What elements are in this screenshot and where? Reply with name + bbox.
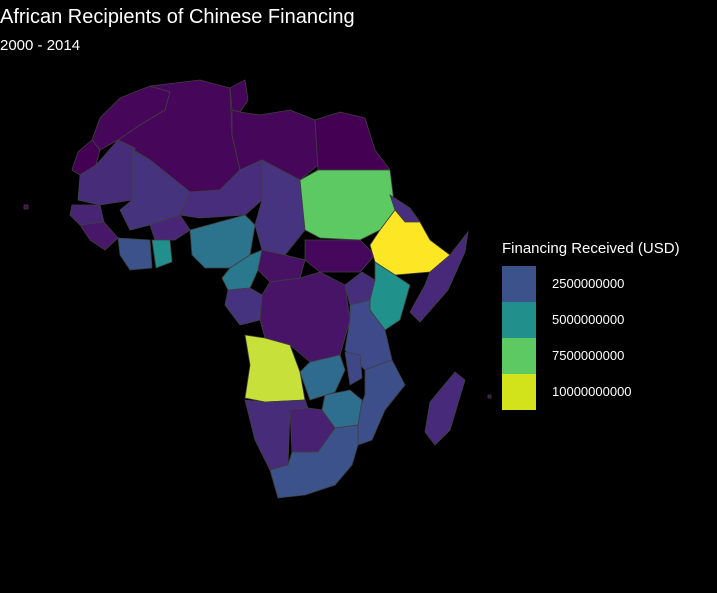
region-cape-verde bbox=[23, 204, 29, 210]
region-guinea bbox=[79, 221, 119, 251]
region-malawi bbox=[344, 351, 363, 386]
region-cote-divoire bbox=[117, 237, 153, 271]
region-south-africa bbox=[269, 424, 359, 499]
region-burkina-faso bbox=[149, 214, 191, 241]
region-senegal bbox=[69, 204, 105, 226]
legend-title: Financing Received (USD) bbox=[502, 240, 680, 257]
legend-swatch-2 bbox=[502, 302, 536, 338]
legend-label-2: 5000000000 bbox=[552, 312, 625, 327]
region-zambia bbox=[299, 354, 346, 401]
region-somalia bbox=[409, 230, 469, 323]
legend-swatch-3 bbox=[502, 338, 536, 374]
region-car bbox=[257, 249, 306, 283]
region-mozambique bbox=[354, 359, 406, 446]
region-madagascar bbox=[424, 371, 466, 446]
region-cameroon bbox=[221, 249, 263, 291]
legend-label-3: 7500000000 bbox=[552, 348, 625, 363]
map-legend: Financing Received (USD) 2500000000 5000… bbox=[502, 240, 717, 410]
legend-color-bar bbox=[502, 266, 536, 410]
region-egypt bbox=[314, 111, 391, 171]
page-subtitle: 2000 - 2014 bbox=[0, 37, 81, 54]
page-title: African Recipients of Chinese Financing bbox=[0, 6, 355, 28]
region-mauritius bbox=[487, 394, 492, 399]
legend-swatch-1 bbox=[502, 266, 536, 302]
legend-label-4: 10000000000 bbox=[552, 384, 632, 399]
region-ghana bbox=[151, 239, 173, 269]
legend-label-1: 2500000000 bbox=[552, 276, 625, 291]
region-gabon-congo bbox=[224, 287, 263, 326]
legend-labels: 2500000000 5000000000 7500000000 1000000… bbox=[552, 266, 632, 410]
region-south-sudan bbox=[304, 239, 376, 273]
legend-swatch-4 bbox=[502, 374, 536, 410]
region-tunisia bbox=[229, 79, 249, 113]
region-drc bbox=[259, 271, 351, 363]
